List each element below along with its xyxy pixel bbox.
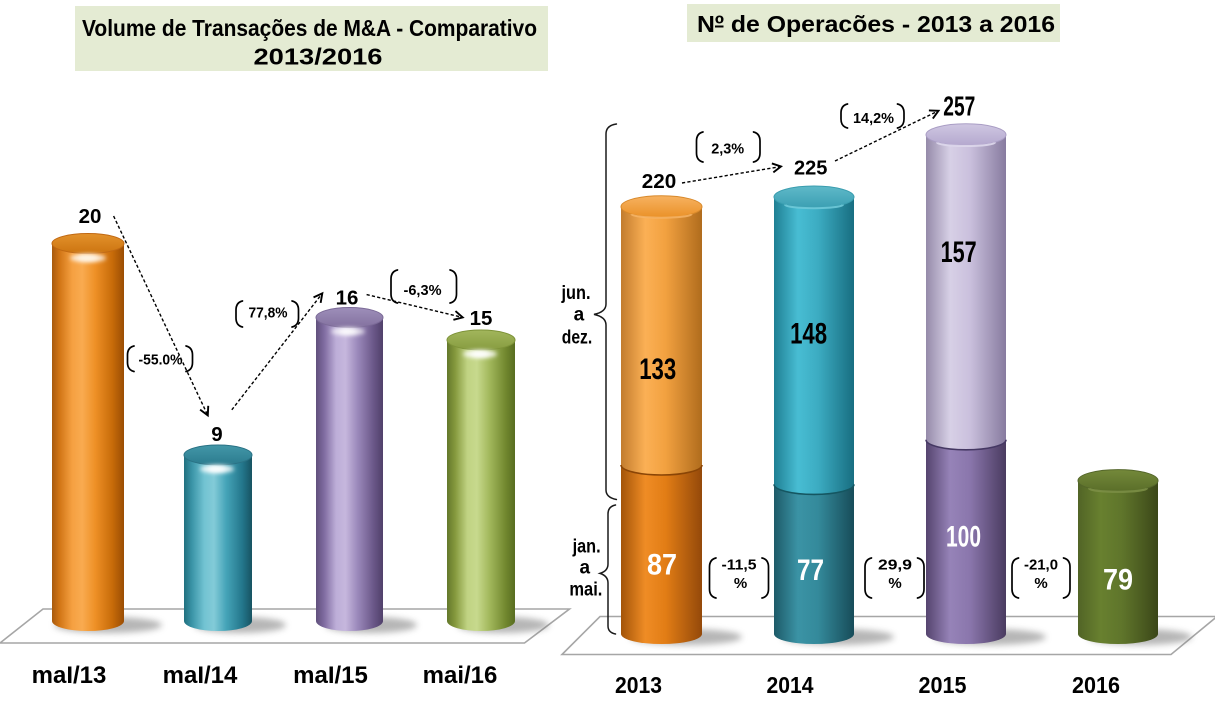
svg-text:20: 20 <box>79 205 102 228</box>
svg-text:2013/2016: 2013/2016 <box>254 44 383 70</box>
svg-text:133: 133 <box>639 353 676 386</box>
svg-text:-21,0: -21,0 <box>1024 556 1058 573</box>
svg-text:14,2%: 14,2% <box>853 110 894 127</box>
svg-text:a: a <box>574 304 585 325</box>
svg-text:2016: 2016 <box>1072 672 1120 698</box>
svg-text:-6,3%: -6,3% <box>404 282 442 299</box>
svg-text:dez.: dez. <box>562 328 593 349</box>
svg-text:%: % <box>734 575 747 592</box>
svg-text:9: 9 <box>211 423 222 446</box>
svg-text:mai.: mai. <box>569 580 602 601</box>
svg-text:%: % <box>888 575 901 592</box>
svg-text:2013: 2013 <box>615 672 662 698</box>
svg-text:148: 148 <box>790 318 827 351</box>
svg-text:2015: 2015 <box>919 672 967 698</box>
svg-text:225: 225 <box>794 158 828 180</box>
svg-text:220: 220 <box>642 171 677 193</box>
svg-text:157: 157 <box>941 236 977 269</box>
svg-text:29,9: 29,9 <box>878 556 912 573</box>
svg-text:16: 16 <box>336 287 359 310</box>
svg-text:257: 257 <box>943 90 975 121</box>
svg-text:87: 87 <box>647 549 677 582</box>
svg-text:2,3%: 2,3% <box>711 141 744 158</box>
svg-text:maI/13: maI/13 <box>32 662 107 689</box>
svg-text:-55.0%: -55.0% <box>139 352 183 369</box>
svg-text:15: 15 <box>470 307 493 330</box>
svg-text:2014: 2014 <box>767 672 814 698</box>
svg-text:jun.: jun. <box>561 283 591 304</box>
svg-text:79: 79 <box>1103 564 1133 597</box>
svg-text:Volume de Transações de M&A -: Volume de Transações de M&A - Comparativ… <box>82 15 537 41</box>
svg-text:jan.: jan. <box>572 537 601 558</box>
svg-text:mai/16: mai/16 <box>423 662 498 689</box>
svg-text:a: a <box>580 558 591 579</box>
svg-text:maI/14: maI/14 <box>163 662 238 689</box>
svg-text:100: 100 <box>946 520 981 553</box>
svg-text:%: % <box>1034 575 1047 592</box>
svg-text:Nº de Operacões - 2013 a 2016: Nº de Operacões - 2013 a 2016 <box>697 11 1055 37</box>
svg-text:-11,5: -11,5 <box>722 556 757 573</box>
svg-text:77: 77 <box>797 554 824 587</box>
svg-text:maI/15: maI/15 <box>293 662 368 689</box>
svg-text:77,8%: 77,8% <box>249 305 288 322</box>
